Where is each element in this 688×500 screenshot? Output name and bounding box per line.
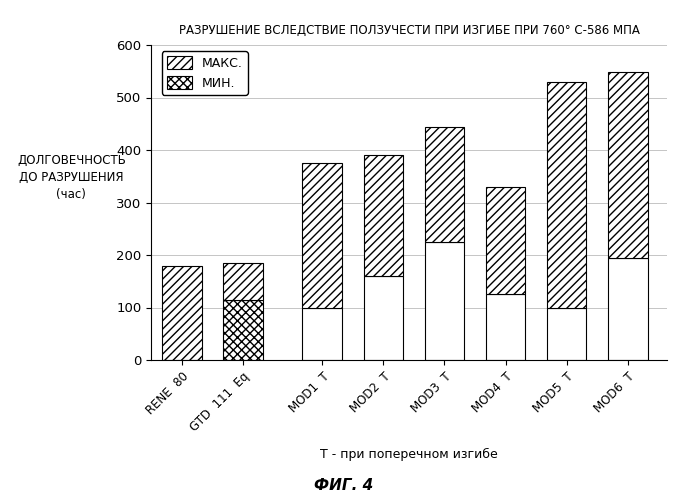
- Bar: [424, 128, 464, 242]
- Bar: [547, 308, 586, 360]
- Bar: [162, 266, 202, 360]
- Legend: МАКС., МИН.: МАКС., МИН.: [162, 52, 248, 95]
- Text: ДОЛГОВЕЧНОСТЬ
ДО РАЗРУШЕНИЯ
(час): ДОЛГОВЕЧНОСТЬ ДО РАЗРУШЕНИЯ (час): [17, 154, 126, 201]
- Bar: [363, 155, 403, 276]
- Bar: [223, 263, 263, 300]
- Bar: [424, 242, 464, 360]
- Text: Т - при поперечном изгибе: Т - при поперечном изгибе: [321, 448, 498, 462]
- Bar: [303, 308, 342, 360]
- Bar: [363, 276, 403, 360]
- Bar: [547, 82, 586, 308]
- Bar: [608, 72, 647, 258]
- Bar: [608, 258, 647, 360]
- Bar: [223, 300, 263, 360]
- Bar: [303, 163, 342, 308]
- Text: ФИГ. 4: ФИГ. 4: [314, 478, 374, 493]
- Title: РАЗРУШЕНИЕ ВСЛЕДСТВИЕ ПОЛЗУЧЕСТИ ПРИ ИЗГИБЕ ПРИ 760° С-586 МПА: РАЗРУШЕНИЕ ВСЛЕДСТВИЕ ПОЛЗУЧЕСТИ ПРИ ИЗГ…: [179, 24, 640, 37]
- Bar: [486, 294, 526, 360]
- Bar: [486, 186, 526, 294]
